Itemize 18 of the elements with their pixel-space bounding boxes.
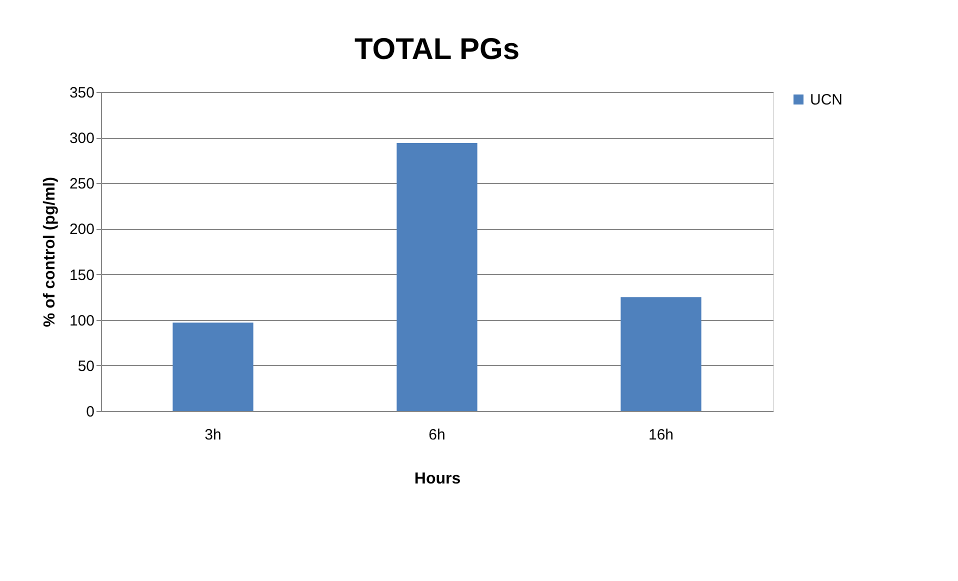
x-tick-label: 6h xyxy=(428,426,446,444)
y-tick-label: 350 xyxy=(69,84,94,102)
y-tick-label: 250 xyxy=(69,176,94,193)
legend-label: UCN xyxy=(810,92,842,108)
bar xyxy=(172,322,254,411)
y-tick-label: 200 xyxy=(69,221,94,238)
x-tick-label: 3h xyxy=(204,426,222,444)
chart-title: TOTAL PGs xyxy=(354,33,520,66)
x-axis-title: Hours xyxy=(414,470,461,488)
bar xyxy=(620,297,702,411)
y-tick-label: 150 xyxy=(69,266,94,284)
bar xyxy=(396,143,478,411)
y-tick-label: 100 xyxy=(69,312,94,330)
y-axis-title: % of control (pg/ml) xyxy=(41,176,58,328)
y-tick-label: 300 xyxy=(69,130,94,148)
x-tick-label: 16h xyxy=(648,426,674,444)
y-tick-label: 0 xyxy=(86,404,94,420)
y-tick-label: 50 xyxy=(78,358,94,375)
